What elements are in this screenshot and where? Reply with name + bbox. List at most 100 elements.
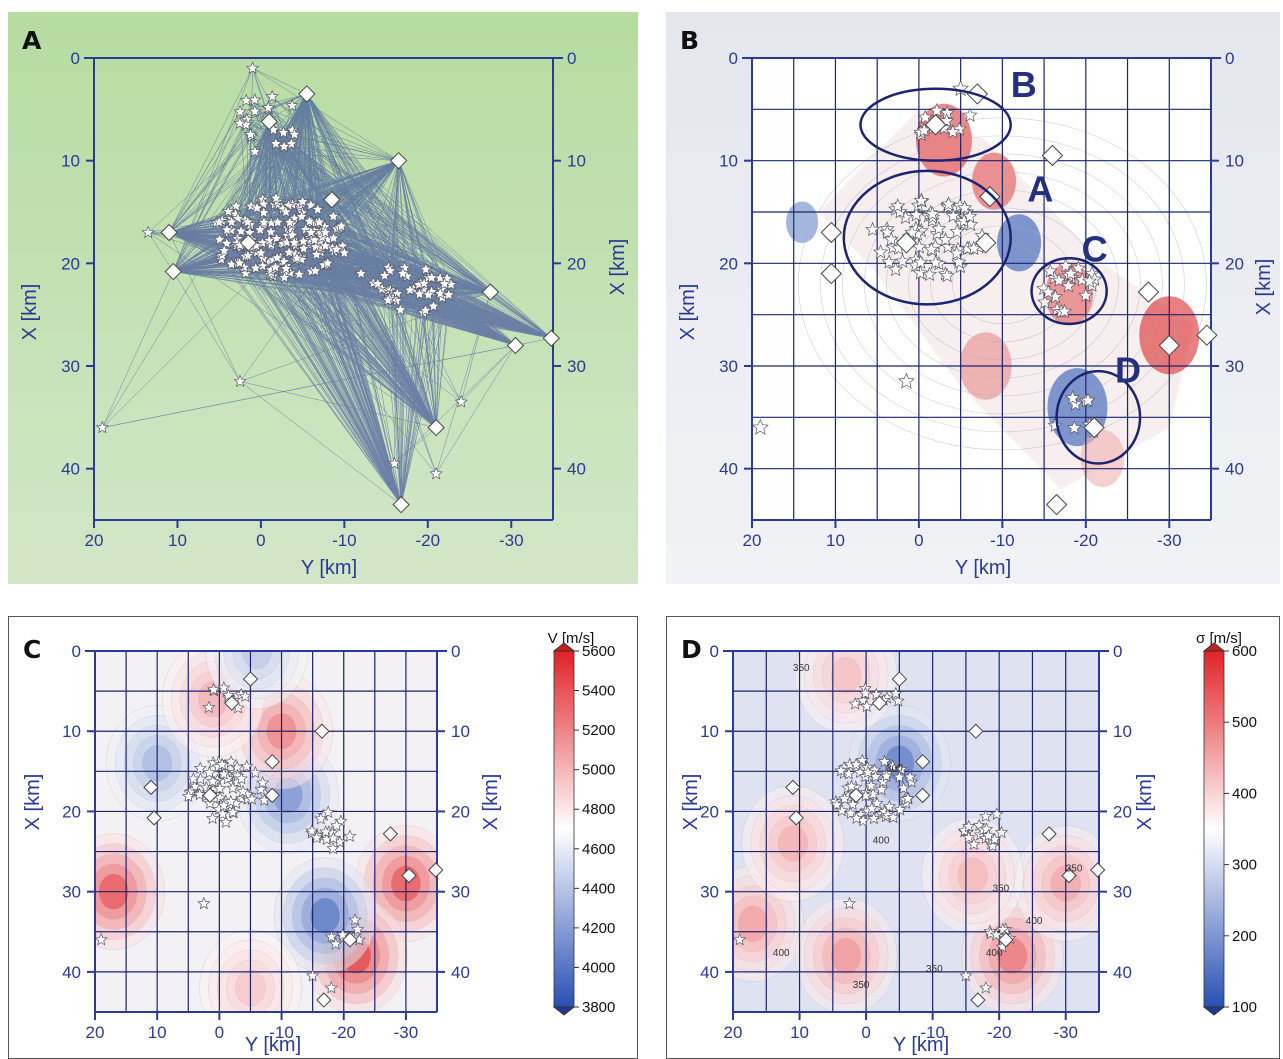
y-axis-label-right: X [km] <box>1253 259 1275 316</box>
panel-label: B <box>680 26 700 55</box>
y-tick-label: 0 <box>710 642 719 661</box>
region-label: C <box>1082 228 1108 269</box>
ray-line <box>306 93 445 285</box>
event-star <box>908 207 924 222</box>
colorbar <box>553 650 575 1008</box>
x-tick-label: 20 <box>724 1023 743 1042</box>
event-star <box>217 681 231 694</box>
event-star <box>1066 420 1082 435</box>
event-star <box>264 225 278 238</box>
ray-line <box>173 124 247 272</box>
event-star <box>922 266 938 282</box>
ray-line <box>387 160 399 301</box>
event-star <box>396 266 410 280</box>
ray-line <box>250 93 307 135</box>
event-star <box>865 801 879 815</box>
ray-line <box>331 199 395 300</box>
ray-line <box>306 93 312 233</box>
ray-line <box>239 263 402 505</box>
ray-paths <box>102 68 552 505</box>
region-map-plot: X [km] X [km] Y [km] 0 0 10 10 20 20 30 30 40 40 2… <box>677 49 1275 579</box>
ray-line <box>400 276 408 505</box>
event-star <box>1060 278 1076 293</box>
ray-line <box>292 105 552 339</box>
event-star <box>1042 263 1058 278</box>
x-tick-label: -10 <box>332 531 357 550</box>
event-star <box>269 191 283 204</box>
ray-line <box>423 312 437 428</box>
ray-line <box>173 143 277 272</box>
event-star <box>981 828 995 842</box>
event-star <box>1080 392 1096 407</box>
event-star <box>245 792 259 805</box>
station-diamond <box>342 932 358 948</box>
panel-label: A <box>22 26 42 55</box>
event-star <box>296 234 310 248</box>
ray-line <box>173 111 241 272</box>
x-tick-label: 0 <box>215 1023 224 1042</box>
colorbar-arrow-top <box>552 642 576 652</box>
ray-line <box>444 283 552 339</box>
std-map-plot: X [km] X [km] Y [km] σ [m/s] 0 0 10 10 20 20 3… <box>680 630 1257 1056</box>
ray-line <box>306 93 378 284</box>
ray-line <box>310 160 399 233</box>
station-diamond <box>298 85 316 103</box>
ray-line <box>148 232 174 272</box>
ray-line <box>221 259 402 505</box>
event-star <box>305 824 319 837</box>
event-star <box>248 765 262 779</box>
x-tick-label: -10 <box>990 531 1015 550</box>
ray-line <box>173 99 256 272</box>
event-star <box>224 215 239 228</box>
event-star <box>949 223 965 239</box>
station-diamond <box>914 787 931 804</box>
ray-line <box>306 93 408 277</box>
event-star <box>886 810 900 824</box>
x-tick-label: 20 <box>743 531 762 550</box>
event-star <box>937 232 953 247</box>
ray-line <box>292 105 491 293</box>
event-star <box>418 303 433 317</box>
event-star <box>224 755 238 768</box>
station-diamond <box>242 671 259 687</box>
y-tick-label: 40 <box>62 963 81 982</box>
ray-line <box>272 96 491 293</box>
velocity-anomaly <box>1080 429 1125 487</box>
ray-line <box>284 146 552 339</box>
event-star <box>311 202 325 216</box>
event-star <box>890 198 906 213</box>
station-diamond <box>1196 324 1218 346</box>
event-star <box>321 805 335 819</box>
event-star <box>285 228 299 241</box>
ray-line <box>245 273 552 339</box>
velocity-map-plot: X [km] X [km] Y [km] V [m/s] 0 0 10 10 20 20 3… <box>22 630 615 1056</box>
ray-coverage-plot: X [km] X [km] Y [km] 0 0 10 10 20 20 30 30 40 40 2… <box>19 49 629 579</box>
ray-line <box>102 338 552 428</box>
event-star <box>319 825 333 838</box>
event-star <box>334 219 348 232</box>
ray-line <box>389 298 437 428</box>
event-star <box>381 293 395 306</box>
ray-line <box>331 199 441 294</box>
event-star <box>867 811 881 825</box>
ray-line <box>252 68 399 161</box>
station-diamond <box>164 262 182 281</box>
ray-line <box>269 121 448 279</box>
ray-line <box>248 242 378 285</box>
event-star <box>882 799 896 813</box>
event-star <box>849 811 863 824</box>
event-star <box>844 806 858 820</box>
colorbar-tick-label: 5400 <box>582 683 615 700</box>
event-star <box>419 262 433 275</box>
event-star <box>979 809 993 822</box>
anomaly-contour <box>309 897 341 934</box>
event-star <box>842 896 857 910</box>
ray-line <box>173 271 390 300</box>
event-star <box>879 769 894 782</box>
station-diamond <box>895 232 918 254</box>
ray-line <box>302 93 308 202</box>
y-tick-label: 0 <box>71 49 80 68</box>
x-tick-label: 0 <box>914 531 923 550</box>
station-diamond <box>264 753 280 770</box>
ray-line <box>254 151 491 293</box>
